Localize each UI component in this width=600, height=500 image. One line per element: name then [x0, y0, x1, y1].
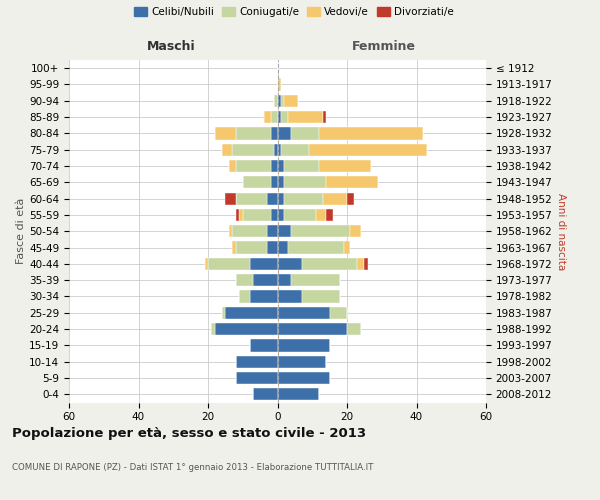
- Bar: [215, 128, 236, 140]
- Bar: [319, 160, 371, 172]
- Bar: [347, 323, 361, 335]
- Bar: [243, 176, 271, 188]
- Bar: [358, 258, 364, 270]
- Bar: [226, 306, 277, 319]
- Bar: [284, 209, 316, 221]
- Bar: [281, 144, 309, 156]
- Bar: [277, 274, 292, 286]
- Bar: [277, 94, 281, 107]
- Bar: [208, 258, 250, 270]
- Bar: [222, 144, 232, 156]
- Bar: [277, 111, 281, 123]
- Bar: [277, 340, 329, 351]
- Bar: [271, 160, 277, 172]
- Bar: [274, 94, 277, 107]
- Bar: [344, 242, 350, 254]
- Bar: [271, 128, 277, 140]
- Bar: [250, 258, 277, 270]
- Bar: [267, 192, 277, 204]
- Bar: [250, 290, 277, 302]
- Bar: [277, 192, 284, 204]
- Bar: [277, 176, 284, 188]
- Bar: [253, 274, 277, 286]
- Bar: [284, 160, 319, 172]
- Bar: [277, 242, 288, 254]
- Bar: [229, 160, 236, 172]
- Bar: [284, 94, 298, 107]
- Bar: [253, 388, 277, 400]
- Bar: [277, 78, 281, 90]
- Bar: [281, 94, 284, 107]
- Bar: [277, 160, 284, 172]
- Bar: [277, 144, 281, 156]
- Bar: [229, 225, 232, 237]
- Bar: [309, 144, 427, 156]
- Bar: [302, 290, 340, 302]
- Bar: [236, 160, 271, 172]
- Bar: [281, 111, 288, 123]
- Bar: [277, 209, 284, 221]
- Bar: [263, 111, 271, 123]
- Bar: [292, 225, 350, 237]
- Bar: [323, 192, 347, 204]
- Bar: [292, 274, 340, 286]
- Bar: [350, 225, 361, 237]
- Bar: [274, 144, 277, 156]
- Bar: [215, 323, 277, 335]
- Bar: [284, 176, 326, 188]
- Bar: [239, 209, 243, 221]
- Bar: [323, 111, 326, 123]
- Bar: [277, 225, 292, 237]
- Bar: [277, 323, 347, 335]
- Bar: [316, 209, 326, 221]
- Bar: [284, 192, 323, 204]
- Bar: [277, 128, 292, 140]
- Bar: [236, 128, 271, 140]
- Bar: [267, 242, 277, 254]
- Bar: [222, 306, 226, 319]
- Bar: [319, 128, 424, 140]
- Bar: [239, 290, 250, 302]
- Bar: [211, 323, 215, 335]
- Y-axis label: Anni di nascita: Anni di nascita: [556, 192, 566, 270]
- Bar: [329, 306, 347, 319]
- Bar: [326, 209, 333, 221]
- Bar: [271, 111, 277, 123]
- Bar: [277, 258, 302, 270]
- Bar: [250, 340, 277, 351]
- Bar: [277, 388, 319, 400]
- Bar: [243, 209, 271, 221]
- Bar: [205, 258, 208, 270]
- Text: COMUNE DI RAPONE (PZ) - Dati ISTAT 1° gennaio 2013 - Elaborazione TUTTITALIA.IT: COMUNE DI RAPONE (PZ) - Dati ISTAT 1° ge…: [12, 462, 373, 471]
- Bar: [364, 258, 368, 270]
- Bar: [326, 176, 378, 188]
- Bar: [277, 372, 329, 384]
- Bar: [236, 192, 267, 204]
- Bar: [236, 372, 277, 384]
- Bar: [277, 356, 326, 368]
- Text: Femmine: Femmine: [352, 40, 416, 52]
- Bar: [347, 192, 354, 204]
- Bar: [271, 209, 277, 221]
- Bar: [236, 274, 253, 286]
- Legend: Celibi/Nubili, Coniugati/e, Vedovi/e, Divorziati/e: Celibi/Nubili, Coniugati/e, Vedovi/e, Di…: [130, 2, 458, 22]
- Bar: [236, 209, 239, 221]
- Bar: [277, 290, 302, 302]
- Text: Popolazione per età, sesso e stato civile - 2013: Popolazione per età, sesso e stato civil…: [12, 428, 366, 440]
- Bar: [236, 242, 267, 254]
- Bar: [277, 306, 329, 319]
- Bar: [226, 192, 236, 204]
- Y-axis label: Fasce di età: Fasce di età: [16, 198, 26, 264]
- Bar: [302, 258, 358, 270]
- Bar: [288, 111, 323, 123]
- Text: Maschi: Maschi: [146, 40, 196, 52]
- Bar: [232, 225, 267, 237]
- Bar: [267, 225, 277, 237]
- Bar: [271, 176, 277, 188]
- Bar: [232, 144, 274, 156]
- Bar: [292, 128, 319, 140]
- Bar: [232, 242, 236, 254]
- Bar: [236, 356, 277, 368]
- Bar: [288, 242, 344, 254]
